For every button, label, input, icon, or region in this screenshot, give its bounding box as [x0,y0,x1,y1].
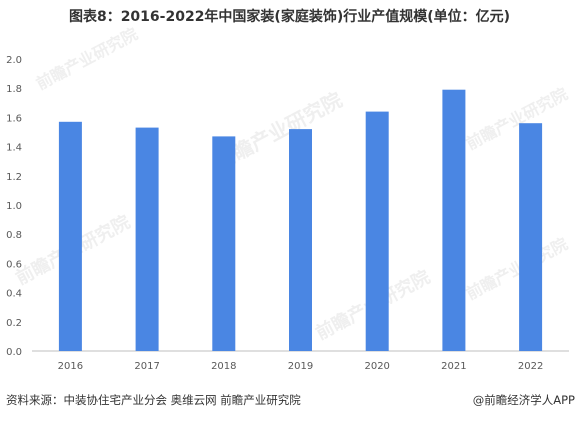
bar-2016 [58,121,82,351]
watermark-text: 前瞻产业研究院 [33,24,141,93]
watermark-text: 前瞻产业研究院 [463,84,571,153]
chart-title: 图表8：2016-2022年中国家装(家庭装饰)行业产值规模(单位：亿元) [68,9,511,25]
brand-label: @前瞻经济学人APP [472,393,575,407]
y-tick-label: 0.2 [6,318,22,329]
bars-group [58,89,543,351]
x-tick-label: 2016 [58,361,83,372]
y-axis-ticks: 0.0 0.2 0.4 0.6 0.8 1.0 1.2 1.4 1.6 1.8 2.0 [6,55,22,358]
bar-2017 [135,127,159,351]
bar-2018 [212,136,236,351]
y-tick-label: 0.4 [6,289,22,300]
y-tick-label: 0.6 [6,259,22,270]
bar-2020 [365,111,389,351]
y-tick-label: 0.8 [6,230,22,241]
bar-2019 [289,129,312,351]
y-tick-label: 1.6 [6,113,22,124]
x-tick-label: 2020 [364,361,389,372]
y-tick-label: 2.0 [6,55,22,66]
y-tick-label: 1.2 [6,172,22,183]
x-tick-label: 2019 [288,361,313,372]
x-tick-label: 2021 [441,361,466,372]
x-axis-ticks: 2016 2017 2018 2019 2020 2021 2022 [58,361,544,372]
bar-2021 [442,89,466,351]
y-tick-label: 1.4 [6,143,22,154]
y-tick-label: 1.0 [6,201,22,212]
watermark-text: 前瞻产业研究院 [463,234,571,303]
x-tick-label: 2022 [518,361,543,372]
x-tick-label: 2018 [211,361,236,372]
y-tick-label: 1.8 [6,84,22,95]
bar-2022 [519,123,543,351]
x-tick-label: 2017 [134,361,159,372]
y-tick-label: 0.0 [6,347,22,358]
source-note: 资料来源：中装协住宅产业分会 奥维云网 前瞻产业研究院 [6,393,301,407]
